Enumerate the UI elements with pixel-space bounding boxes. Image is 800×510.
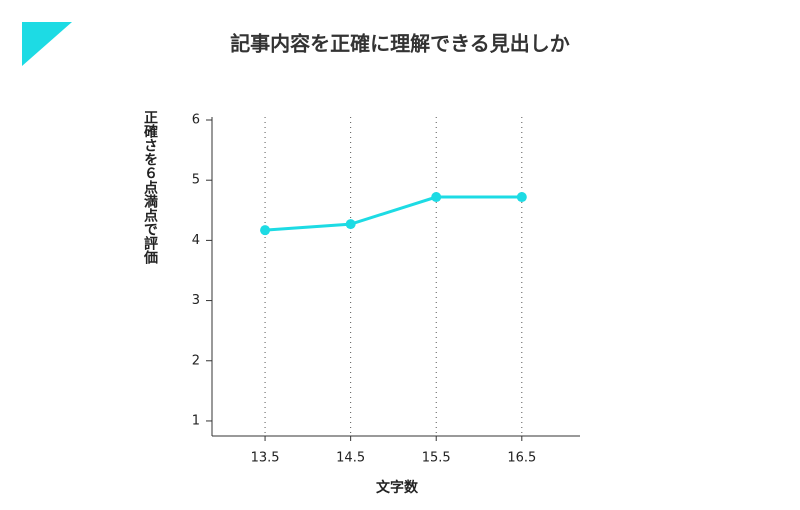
x-tick-label: 16.5 bbox=[507, 451, 536, 466]
y-tick-label: 2 bbox=[192, 353, 200, 368]
logo bbox=[22, 22, 72, 66]
x-tick-label: 15.5 bbox=[422, 451, 451, 466]
x-axis-title: 文字数 bbox=[376, 479, 419, 496]
y-tick-label: 1 bbox=[192, 413, 200, 428]
x-tick-label: 13.5 bbox=[251, 451, 280, 466]
y-axis-title: 正確さを６点満点で評価 bbox=[142, 110, 159, 265]
point bbox=[345, 219, 356, 230]
line bbox=[264, 195, 522, 232]
y-tick-label: 6 bbox=[192, 113, 200, 128]
chart-title: 記事内容を正確に理解できる見出しか bbox=[230, 32, 570, 56]
point bbox=[516, 192, 527, 203]
y-tick-label: 5 bbox=[192, 173, 200, 188]
point bbox=[260, 225, 271, 236]
y-tick-label: 3 bbox=[192, 293, 200, 308]
x-tick-label: 14.5 bbox=[336, 451, 365, 466]
y-tick-label: 4 bbox=[192, 233, 200, 248]
point bbox=[431, 192, 442, 203]
